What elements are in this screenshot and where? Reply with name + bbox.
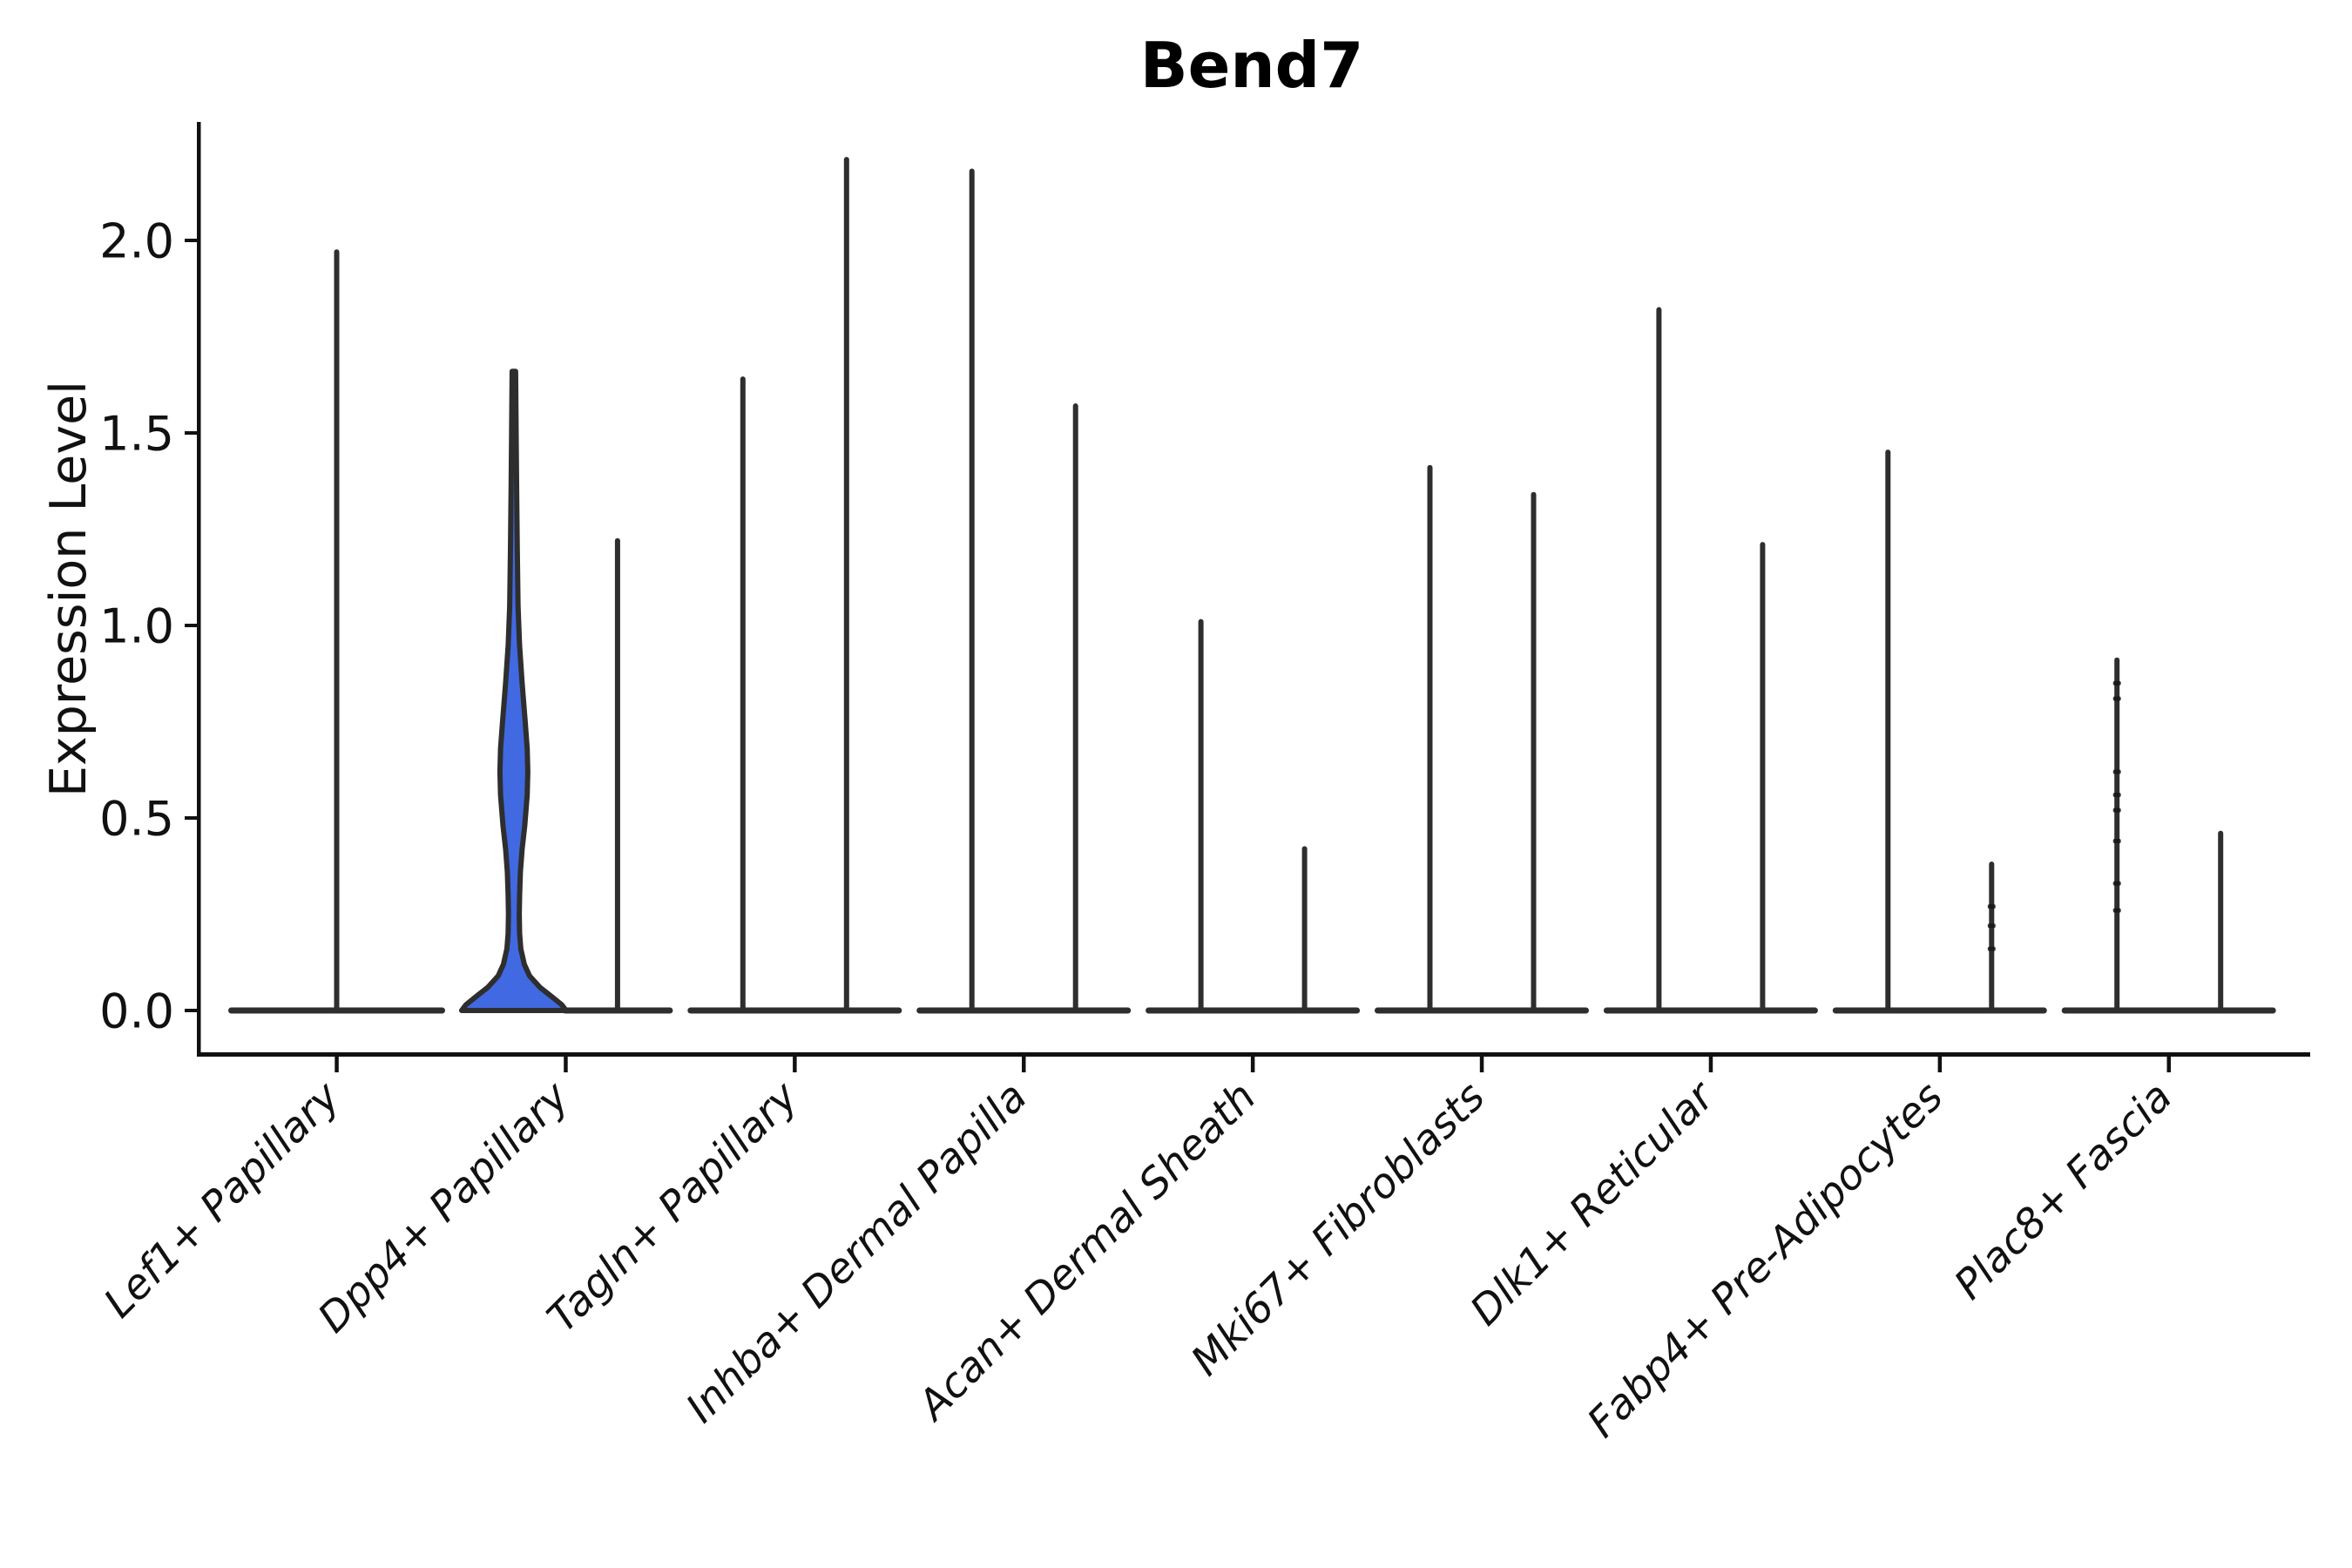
y-axis-spine	[197, 122, 201, 1056]
violin-acan-dermal-sheath-left	[1146, 618, 1257, 1014]
expression-point-mark	[2112, 808, 2121, 813]
violin-fabp4-pre-adipocytes-left	[1832, 449, 1943, 1014]
expression-point-mark	[2112, 908, 2121, 913]
x-axis-spine	[197, 1052, 2310, 1057]
violin-dlk1-reticular-left	[1603, 307, 1714, 1014]
violin-dpp4-papillary-left	[458, 368, 569, 1013]
violin-inhba-dermal-papilla-right	[1020, 403, 1132, 1014]
x-tick-mark	[1250, 1056, 1255, 1072]
violin-tagln-papillary-right	[791, 157, 902, 1014]
x-tick-mark	[1937, 1056, 1943, 1072]
expression-point-mark	[2112, 696, 2121, 701]
y-axis-title: Expression Level	[40, 381, 98, 797]
violin-mki67-fibroblasts-left	[1375, 464, 1485, 1014]
chart-title: Bend7	[1140, 29, 1364, 102]
x-tick-mark	[1708, 1056, 1713, 1072]
violin-inhba-dermal-papilla-left	[916, 168, 1028, 1014]
expression-point-mark	[2112, 769, 2121, 774]
x-tick-mark	[793, 1056, 797, 1072]
violins-layer	[228, 157, 2276, 1014]
expression-point-mark	[2112, 680, 2121, 686]
violin-mki67-fibroblasts-right	[1478, 491, 1589, 1014]
y-tick-label: 2.0	[99, 213, 174, 268]
expression-point-mark	[1987, 946, 1996, 951]
x-tick-mark	[1479, 1056, 1484, 1072]
violin-acan-dermal-sheath-right	[1249, 846, 1361, 1014]
violin-plac8-fascia-right	[2165, 830, 2276, 1014]
x-tick-mark	[1022, 1056, 1026, 1072]
violin-body	[458, 368, 569, 1013]
expression-point-mark	[2112, 792, 2121, 797]
violin-tagln-papillary-left	[687, 376, 799, 1014]
y-tick-label: 0.0	[99, 983, 174, 1038]
y-tick-label: 1.5	[99, 406, 174, 461]
y-tick-label: 0.5	[99, 791, 174, 846]
y-tick-mark	[185, 239, 197, 242]
x-tick-mark	[335, 1056, 339, 1072]
violin-plac8-fascia-left	[2061, 657, 2173, 1014]
violin-lef1-papillary-center	[228, 249, 445, 1014]
y-axis-ticks: 0.0 0.5 1.0 1.5 2.0	[99, 213, 197, 1038]
x-tick-mark	[564, 1056, 568, 1072]
y-tick-mark	[185, 816, 197, 820]
expression-point-mark	[2112, 839, 2121, 844]
violin-fabp4-pre-adipocytes-right	[1936, 862, 2047, 1014]
y-tick-mark	[185, 1009, 197, 1012]
expression-point-mark	[1987, 923, 1996, 929]
expression-point-mark	[1987, 904, 1996, 909]
violin-dlk1-reticular-right	[1707, 542, 1818, 1014]
y-tick-mark	[185, 431, 197, 435]
x-tick-mark	[2166, 1056, 2171, 1072]
y-tick-mark	[185, 624, 197, 627]
expression-point-mark	[2112, 881, 2121, 886]
violin-dpp4-papillary-right	[562, 537, 673, 1014]
y-tick-label: 1.0	[99, 598, 174, 653]
